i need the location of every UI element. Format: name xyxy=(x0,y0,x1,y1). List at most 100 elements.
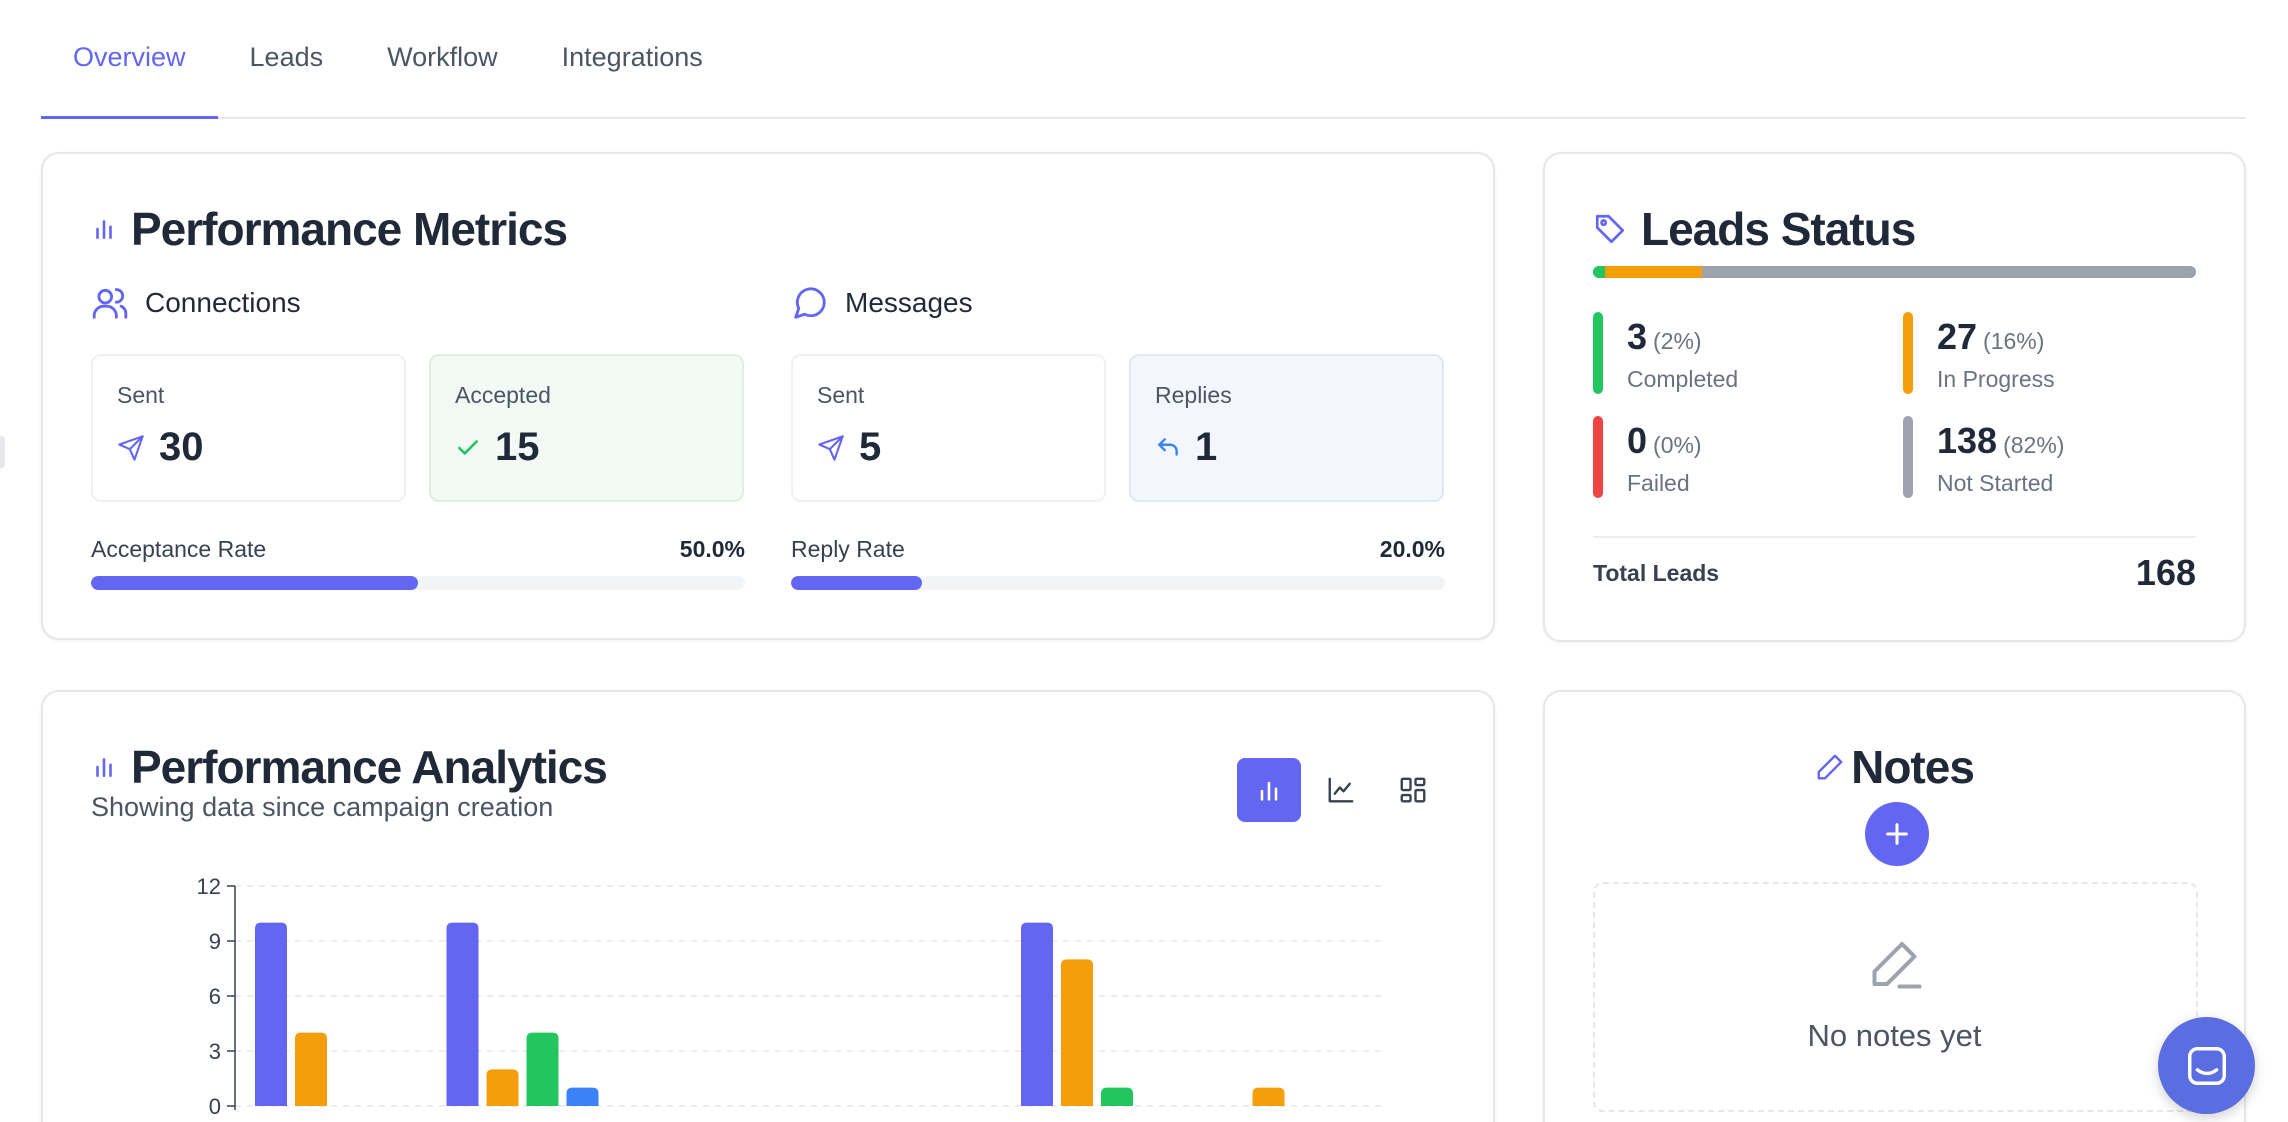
messages-replies-label: Replies xyxy=(1155,382,1232,408)
send-icon xyxy=(118,434,144,461)
status-not-started: 138 (82%) Not Started xyxy=(1903,416,2193,498)
status-failed-count-row: 0 (0%) xyxy=(1627,420,1702,462)
line-chart-icon xyxy=(1328,777,1354,803)
status-failed-count: 0 xyxy=(1627,420,1648,461)
notes-title-text: Notes xyxy=(1851,741,1975,793)
tab-overview[interactable]: Overview xyxy=(41,0,218,119)
performance-metrics-card: Performance Metrics Connections Sent 30 … xyxy=(41,152,1495,640)
chat-icon xyxy=(2187,1046,2226,1085)
connections-sent-value: 30 xyxy=(159,425,204,469)
status-completed-bar xyxy=(1593,312,1603,394)
performance-analytics-title-text: Performance Analytics xyxy=(131,741,608,793)
chart-bar xyxy=(486,1069,519,1106)
acceptance-rate-value: 50.0% xyxy=(679,536,745,562)
tab-integrations[interactable]: Integrations xyxy=(561,42,703,72)
acceptance-rate-row: Acceptance Rate 50.0% xyxy=(91,536,745,563)
chart-bar xyxy=(446,922,479,1106)
messages-sent-label: Sent xyxy=(817,382,865,408)
chart-bar xyxy=(1252,1087,1285,1106)
leads-status-divider xyxy=(1593,536,2196,538)
status-in-progress-count: 27 xyxy=(1937,316,1978,357)
send-icon xyxy=(818,434,844,461)
notes-empty-text: No notes yet xyxy=(1807,1018,1982,1053)
status-completed: 3 (2%) Completed xyxy=(1593,312,1883,394)
chart-bar xyxy=(1061,959,1093,1106)
chart-bar xyxy=(255,922,287,1106)
connections-accepted-value: 15 xyxy=(495,425,540,469)
notes-card: Notes No notes yet xyxy=(1543,690,2246,1122)
performance-analytics-card: Performance Analytics Showing data since… xyxy=(41,690,1495,1122)
grid-view-button[interactable] xyxy=(1381,758,1445,822)
messages-replies-value-row: 1 xyxy=(1155,425,1418,470)
status-not-started-count: 138 xyxy=(1937,420,1998,461)
chart-y-tick-label: 12 xyxy=(197,874,221,899)
chart-y-tick-label: 9 xyxy=(209,929,221,954)
chart-bar xyxy=(1021,922,1053,1106)
bar-chart-icon xyxy=(96,220,112,239)
messages-sent-value-row: 5 xyxy=(817,425,1080,470)
leads-status-title-text: Leads Status xyxy=(1641,203,1916,255)
chart-bar xyxy=(1101,1087,1133,1106)
messages-label: Messages xyxy=(791,284,973,322)
messages-replies-box: Replies 1 xyxy=(1129,354,1444,502)
status-completed-count: 3 xyxy=(1627,316,1648,357)
messages-sent-box: Sent 5 xyxy=(791,354,1106,502)
leads-status-progress-bar xyxy=(1593,266,2196,278)
acceptance-rate-label: Acceptance Rate xyxy=(91,536,267,562)
chart-bar xyxy=(566,1087,599,1106)
leads-status-segment-0 xyxy=(1593,266,1606,278)
bar-chart-icon xyxy=(96,758,112,777)
notes-title: Notes xyxy=(1545,740,2244,794)
performance-analytics-chart: 0 3 6 9 12 xyxy=(197,874,1383,1119)
status-failed-pct: (0%) xyxy=(1653,432,1702,458)
connections-label-text: Connections xyxy=(145,287,301,318)
reply-rate-fill xyxy=(791,576,922,590)
status-in-progress-pct: (16%) xyxy=(1983,328,2045,354)
status-in-progress-label: In Progress xyxy=(1937,366,2055,392)
reply-icon xyxy=(1158,437,1178,456)
connections-sent-box: Sent 30 xyxy=(91,354,406,502)
performance-metrics-title-text: Performance Metrics xyxy=(131,203,568,255)
message-circle-icon xyxy=(794,287,826,319)
grid-icon xyxy=(1400,777,1426,803)
tag-icon xyxy=(1595,214,1625,244)
total-leads-row: Total Leads 168 xyxy=(1593,552,2196,594)
connections-accepted-label: Accepted xyxy=(455,382,551,408)
status-in-progress-count-row: 27 (16%) xyxy=(1937,316,2044,358)
connections-sent-value-row: 30 xyxy=(117,425,380,470)
connections-accepted-value-row: 15 xyxy=(455,425,718,470)
chat-launcher-button[interactable] xyxy=(2158,1017,2255,1114)
performance-analytics-title: Performance Analytics xyxy=(91,740,608,794)
tab-workflow[interactable]: Workflow xyxy=(387,42,498,72)
status-failed: 0 (0%) Failed xyxy=(1593,416,1883,498)
chart-y-tick-label: 0 xyxy=(209,1094,221,1119)
plus-icon xyxy=(1886,823,1908,845)
bar-chart-view-button[interactable] xyxy=(1237,758,1301,822)
leads-status-segment-1 xyxy=(1605,266,1702,278)
leads-status-segment-3 xyxy=(1701,266,2196,278)
performance-analytics-subtitle: Showing data since campaign creation xyxy=(91,792,554,822)
messages-replies-value: 1 xyxy=(1195,425,1218,469)
connections-accepted-box: Accepted 15 xyxy=(429,354,744,502)
users-icon xyxy=(92,288,128,319)
reply-rate-label: Reply Rate xyxy=(791,536,905,562)
tab-leads[interactable]: Leads xyxy=(249,42,324,72)
reply-rate-track xyxy=(791,576,1445,590)
pencil-icon xyxy=(1872,942,1922,989)
status-completed-pct: (2%) xyxy=(1653,328,1702,354)
status-not-started-label: Not Started xyxy=(1937,470,2054,496)
chart-y-tick-label: 6 xyxy=(209,984,221,1009)
add-note-button[interactable] xyxy=(1865,802,1929,866)
status-completed-count-row: 3 (2%) xyxy=(1627,316,1702,358)
status-not-started-pct: (82%) xyxy=(2003,432,2065,458)
connections-label: Connections xyxy=(91,284,301,322)
leads-status-title: Leads Status xyxy=(1593,202,1916,256)
reply-rate-value: 20.0% xyxy=(1379,536,1445,562)
status-not-started-count-row: 138 (82%) xyxy=(1937,420,2064,462)
line-chart-view-button[interactable] xyxy=(1309,758,1373,822)
status-failed-label: Failed xyxy=(1627,470,1690,496)
messages-label-text: Messages xyxy=(845,287,973,318)
check-icon xyxy=(458,439,478,455)
connections-sent-label: Sent xyxy=(117,382,165,408)
chart-y-tick-label: 3 xyxy=(209,1039,221,1064)
